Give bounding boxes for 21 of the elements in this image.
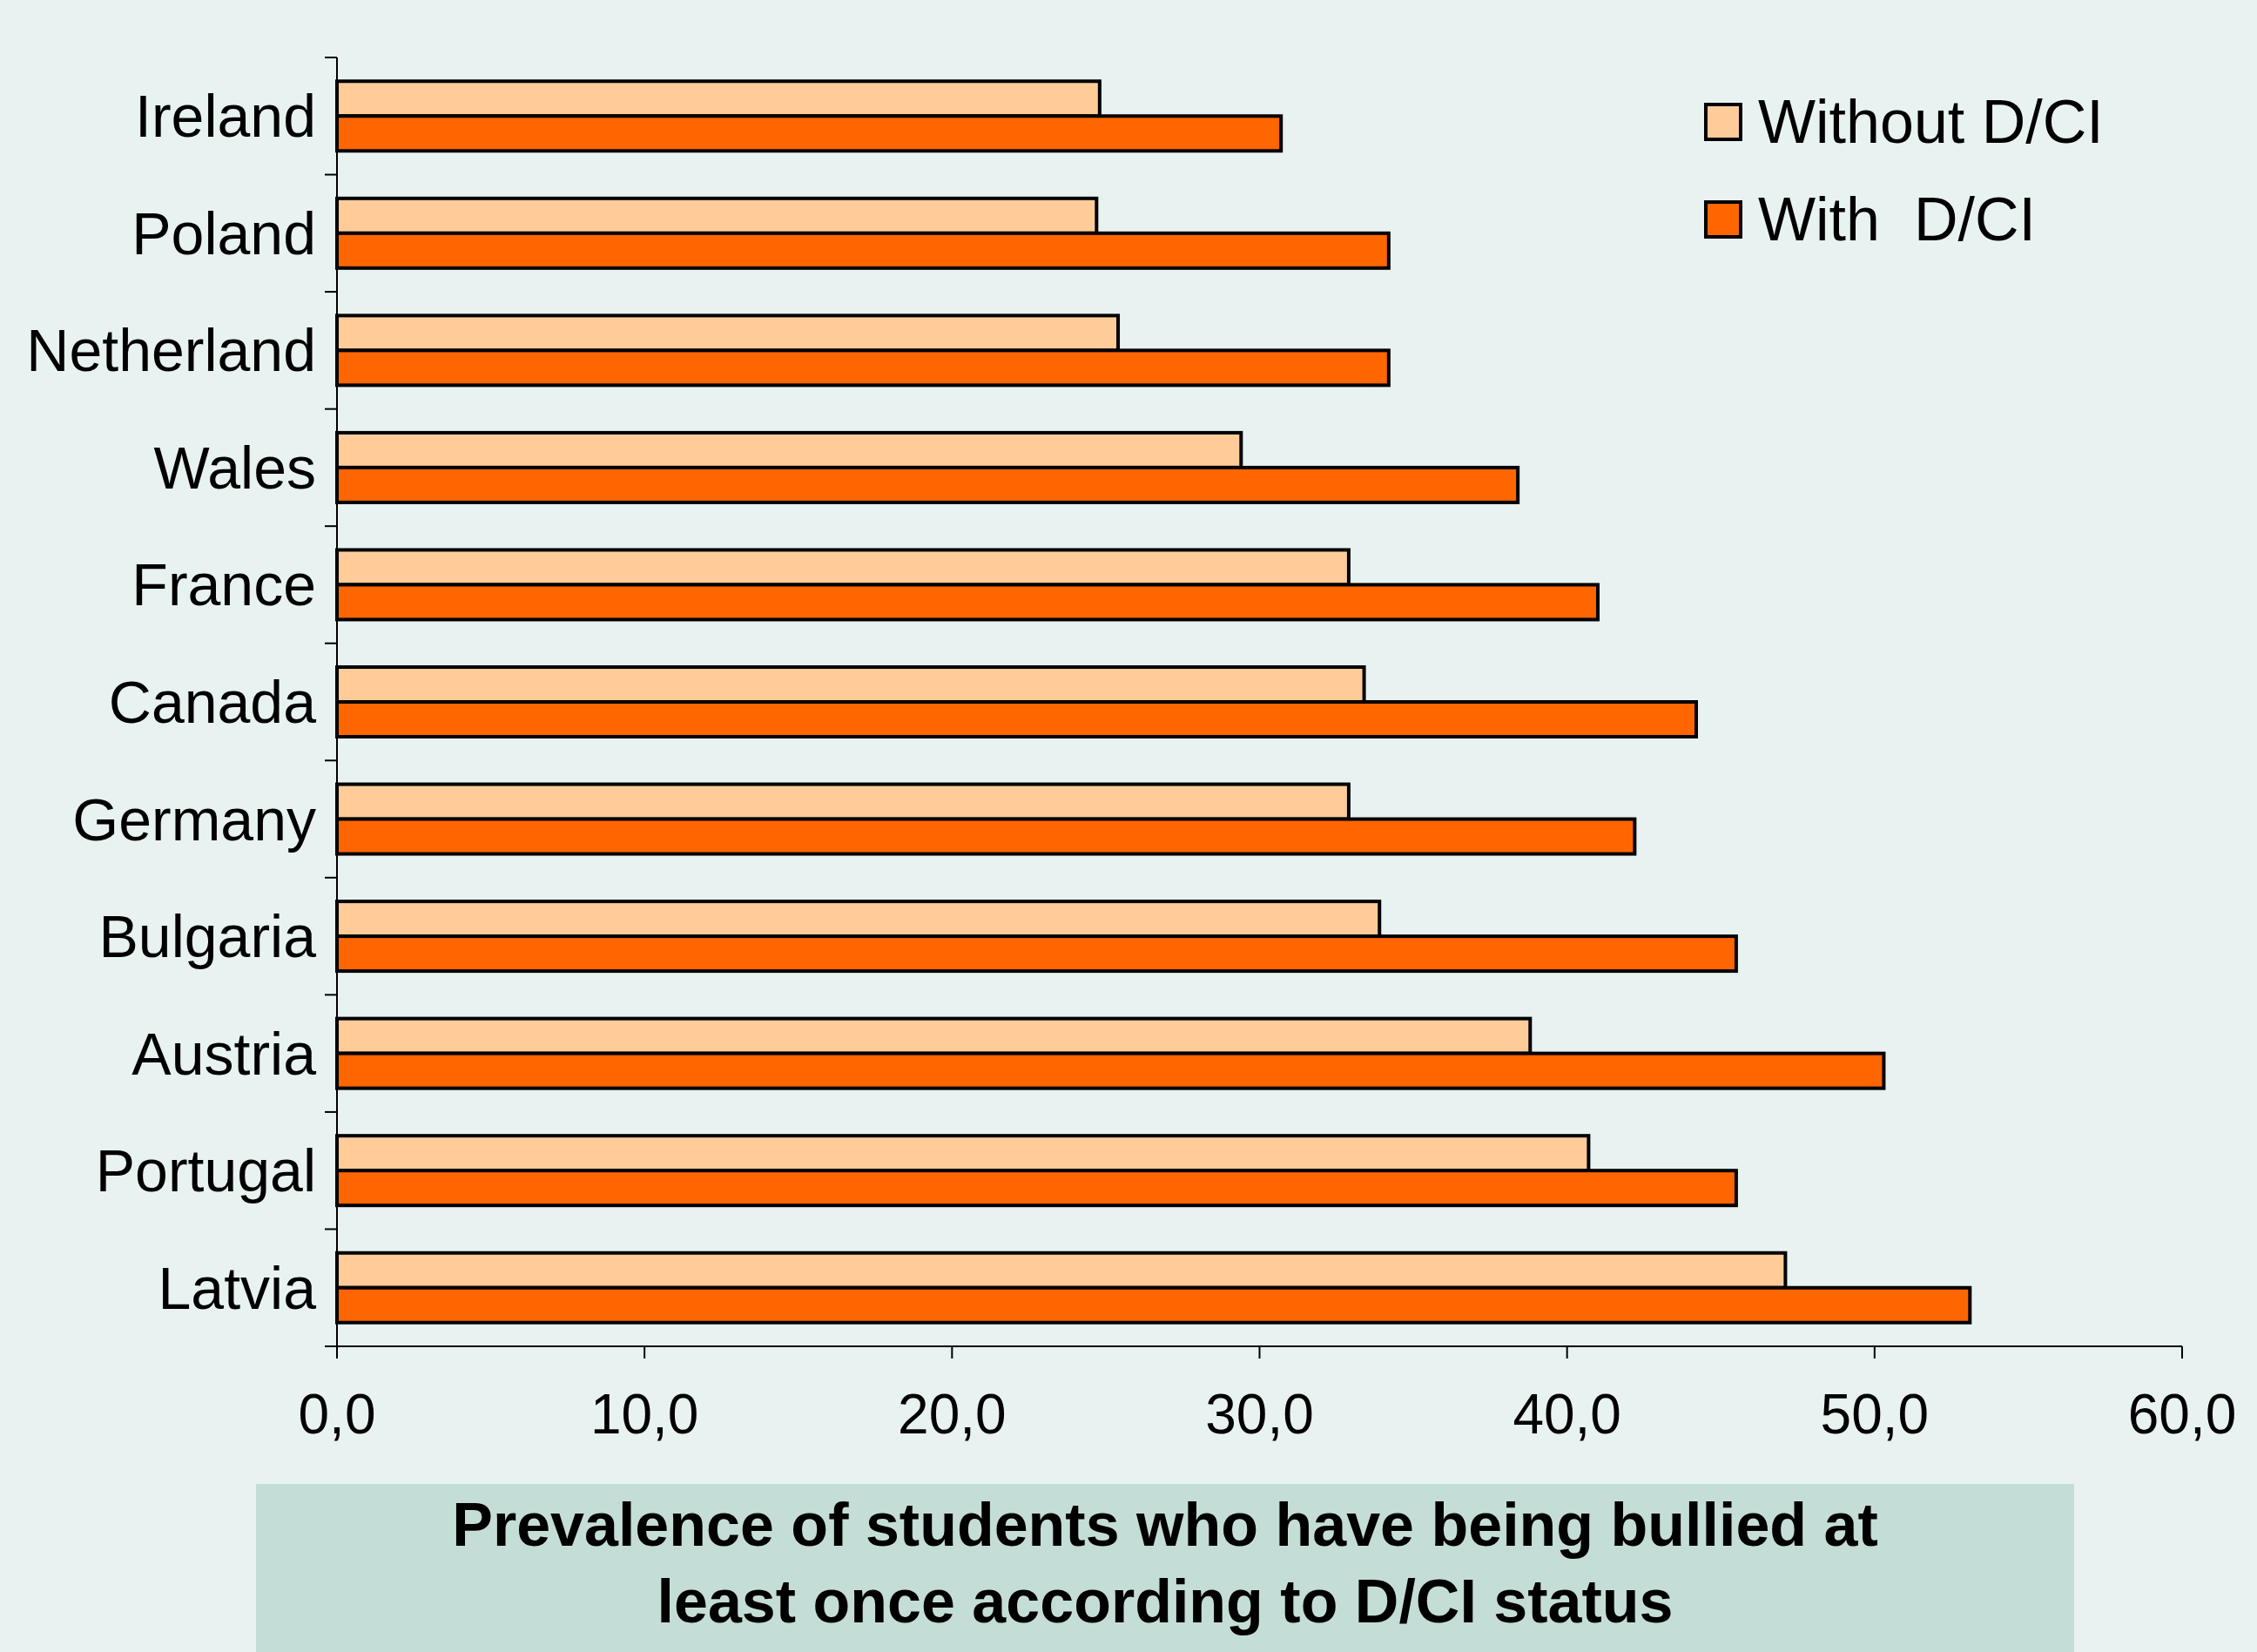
x-tick-label: 20,0: [898, 1383, 1007, 1446]
x-tick-label: 40,0: [1513, 1383, 1621, 1446]
text: Prevalence of students who have being bullied at least once according to D/CI status: [452, 1491, 1878, 1635]
y-tick-label: Netherland: [26, 317, 316, 384]
y-tick-label: France: [131, 551, 316, 618]
y-tick-label: Germany: [72, 786, 316, 853]
y-tick-label: Canada: [108, 669, 317, 735]
y-tick-label: Austria: [131, 1020, 317, 1087]
y-tick-label: Portugal: [95, 1137, 316, 1204]
x-tick-label: 60,0: [2127, 1383, 2237, 1446]
y-tick-label: Latvia: [158, 1254, 317, 1321]
legend-label: Without D/CI: [1758, 88, 2104, 156]
y-tick-label: Ireland: [135, 83, 316, 150]
legend-label: With D/CI: [1758, 185, 2036, 253]
y-tick-label: Wales: [153, 434, 316, 501]
x-tick-label: 0,0: [298, 1383, 376, 1446]
x-tick-label: 50,0: [1820, 1383, 1930, 1446]
x-tick-label: 30,0: [1205, 1383, 1314, 1446]
x-tick-label: 10,0: [590, 1383, 699, 1446]
y-tick-label: Poland: [131, 199, 316, 266]
y-tick-label: Bulgaria: [98, 903, 317, 970]
